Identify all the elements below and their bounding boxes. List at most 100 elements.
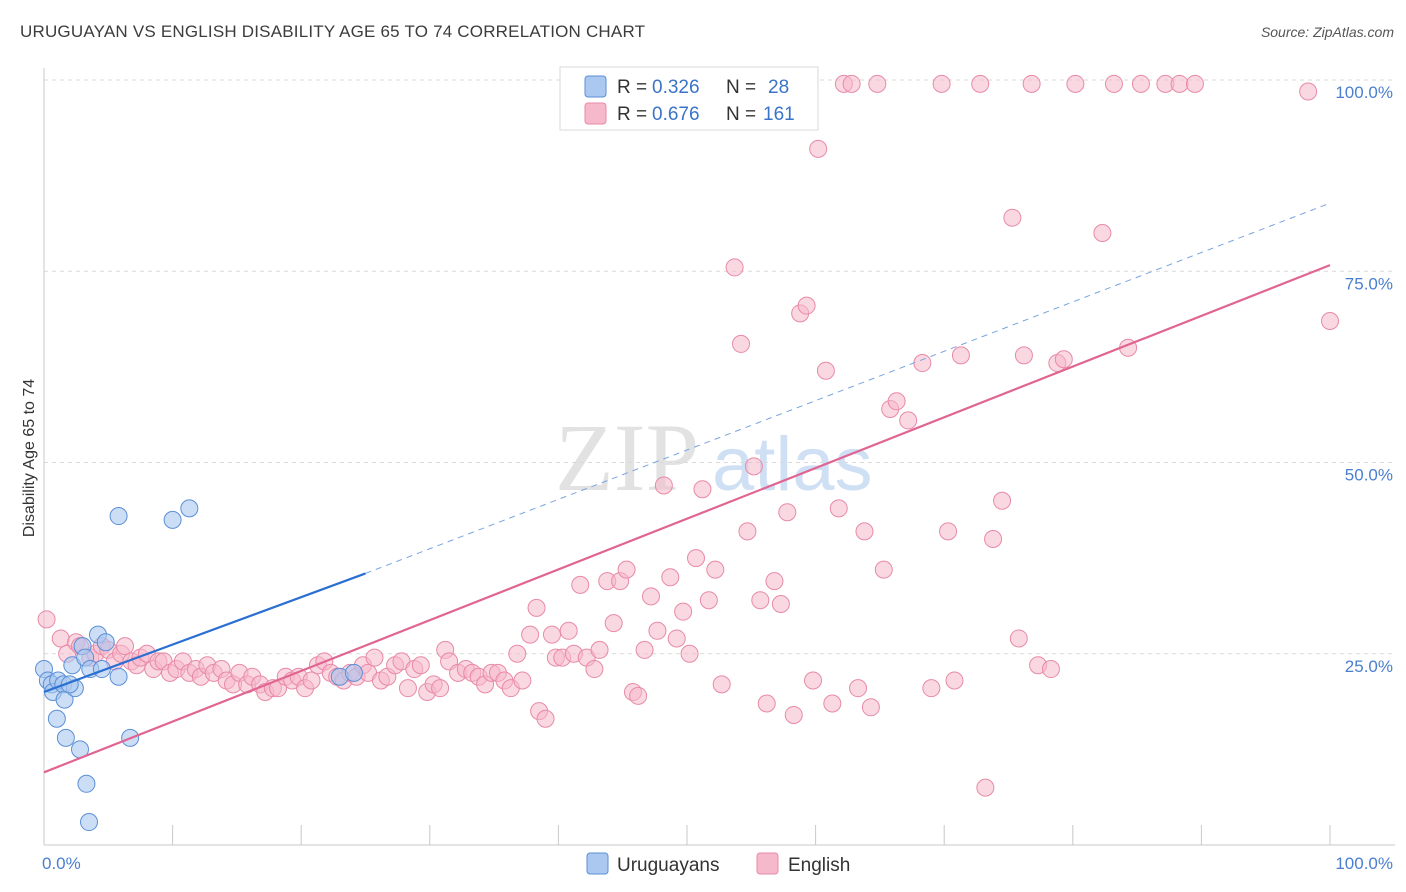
r-value-uruguayan: 0.326 xyxy=(652,77,700,98)
uruguayan-point xyxy=(77,774,96,793)
legend-uruguayans-label: Uruguayans xyxy=(617,855,719,876)
english-point xyxy=(1093,224,1112,242)
english-point xyxy=(661,568,680,587)
english-point xyxy=(809,139,828,158)
english-point xyxy=(765,572,784,591)
y-tick-label-3: 100.0% xyxy=(1335,83,1393,102)
english-point xyxy=(829,499,848,518)
english-point xyxy=(706,560,725,579)
english-point xyxy=(513,671,532,690)
legend-english-label: English xyxy=(788,855,850,876)
english-point xyxy=(976,778,995,797)
english-point xyxy=(542,625,561,644)
uruguayan-point xyxy=(96,633,115,652)
n-label-english: N = xyxy=(726,104,756,125)
english-point xyxy=(993,491,1012,510)
y-tick-label-1: 50.0% xyxy=(1345,466,1393,485)
english-point xyxy=(732,334,751,353)
legend-uruguayans-swatch xyxy=(586,852,609,875)
english-point xyxy=(1299,82,1318,101)
english-point xyxy=(116,637,135,656)
uruguayan-point xyxy=(80,813,99,832)
uruguayan-point xyxy=(56,728,75,747)
uruguayan-trend-extension xyxy=(365,202,1331,574)
uruguayan-point xyxy=(109,507,128,526)
english-point xyxy=(1104,74,1123,93)
english-point xyxy=(816,361,835,380)
n-value-english: 161 xyxy=(763,104,795,125)
english-point xyxy=(635,640,654,659)
chart-title: URUGUAYAN VS ENGLISH DISABILITY AGE 65 T… xyxy=(20,22,646,41)
english-point xyxy=(751,591,770,610)
english-point xyxy=(922,679,941,698)
english-point xyxy=(1066,74,1085,93)
english-point xyxy=(771,595,790,614)
uruguayan-swatch xyxy=(584,75,607,98)
watermark-zip: ZIP xyxy=(555,404,699,511)
english-point xyxy=(654,476,673,495)
english-point xyxy=(855,522,874,541)
uruguayan-point xyxy=(47,709,66,728)
english-point xyxy=(887,392,906,411)
english-point xyxy=(744,457,763,476)
uruguayan-trend-line xyxy=(43,572,366,694)
english-point xyxy=(1009,629,1028,648)
english-point xyxy=(1321,311,1339,330)
english-point xyxy=(951,346,970,365)
english-point xyxy=(1054,350,1073,369)
source-label: Source: ZipAtlas.com xyxy=(1260,24,1394,40)
r-value-english: 0.676 xyxy=(652,104,700,125)
english-point xyxy=(778,503,797,522)
english-point xyxy=(527,598,546,617)
english-point xyxy=(365,648,384,667)
english-point xyxy=(984,530,1003,548)
english-point xyxy=(411,656,430,675)
english-point xyxy=(617,560,636,579)
english-point xyxy=(585,660,604,679)
english-point xyxy=(849,679,868,698)
english-point xyxy=(629,686,648,705)
x-tick-label-1: 100.0% xyxy=(1335,854,1393,873)
english-point xyxy=(939,522,958,541)
english-point xyxy=(868,74,887,93)
english-point xyxy=(699,591,718,610)
english-point xyxy=(874,560,893,579)
english-point xyxy=(674,602,693,621)
english-swatch xyxy=(584,102,607,125)
uruguayan-point xyxy=(344,663,363,682)
r-label-uruguayan: R = xyxy=(617,77,647,98)
tick-labels: 25.0% 50.0% 75.0% 100.0% 0.0% 100.0% xyxy=(42,83,1393,873)
english-point xyxy=(971,74,990,93)
english-point xyxy=(738,522,757,541)
r-label-english: R = xyxy=(617,104,647,125)
english-point xyxy=(1170,74,1189,93)
english-point xyxy=(823,694,842,713)
english-point xyxy=(667,629,686,648)
english-point xyxy=(757,694,776,713)
english-point xyxy=(521,625,540,644)
english-point xyxy=(687,549,706,568)
english-point xyxy=(604,614,623,633)
english-point xyxy=(51,629,70,648)
english-point xyxy=(559,621,578,640)
english-point xyxy=(1185,74,1204,93)
trend-lines xyxy=(43,202,1331,774)
watermark-atlas: atlas xyxy=(712,422,873,507)
english-point xyxy=(302,671,321,690)
x-tick-label-0: 0.0% xyxy=(42,854,81,873)
english-point xyxy=(899,411,918,430)
uruguayan-point xyxy=(109,667,128,686)
english-point xyxy=(861,698,880,717)
english-trend-line xyxy=(43,264,1331,774)
series-legend: Uruguayans English xyxy=(586,852,850,876)
english-point xyxy=(804,671,823,690)
english-point xyxy=(680,644,699,663)
english-point xyxy=(571,575,590,594)
stats-legend: R = 0.326 N = 28 R = 0.676 N = 161 xyxy=(559,66,819,131)
english-point xyxy=(797,296,816,315)
english-point xyxy=(1041,660,1060,679)
english-point xyxy=(913,354,932,373)
english-point xyxy=(945,671,964,690)
english-point xyxy=(508,644,527,663)
